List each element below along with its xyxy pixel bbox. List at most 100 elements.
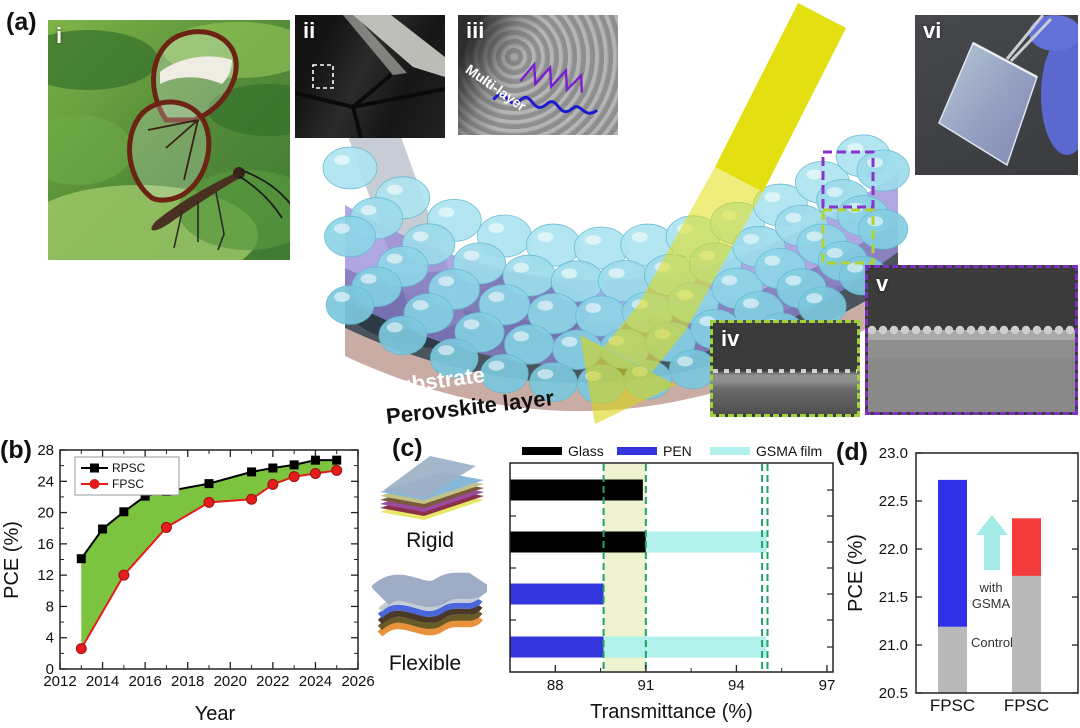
microlens-bubble [325, 285, 375, 325]
fpsc-point [246, 493, 258, 505]
bubble-highlight [826, 248, 843, 259]
improvement-arrow [976, 515, 1008, 570]
with-gsma-label: GSMA [972, 596, 1011, 611]
bubble-highlight [785, 212, 802, 223]
surface-bump [1021, 325, 1031, 335]
legend-label: RPSC [112, 461, 146, 475]
surface-bump [900, 325, 910, 335]
bubble-highlight [826, 187, 843, 198]
surface-bump [911, 325, 921, 335]
rpsc-point [247, 467, 257, 477]
inset-iii-label: iii [466, 18, 485, 43]
surface-bump [1065, 325, 1075, 335]
control-bar [1012, 575, 1041, 693]
transparent-film [938, 41, 1038, 167]
bubble-highlight [334, 292, 350, 302]
film-photo: vi [915, 15, 1078, 175]
wing-sem-photo: Multi-layer iii [458, 15, 618, 135]
x-axis-title: Year [195, 703, 236, 725]
x-tick-label: 94 [728, 677, 745, 694]
inset-ii-label: ii [303, 18, 316, 43]
axes-frame [915, 452, 1079, 694]
fpsc-point [267, 478, 279, 490]
flexible-label: Flexible [388, 652, 462, 675]
bubble-highlight [334, 155, 350, 165]
surface-bump [999, 325, 1009, 335]
y-tick-label: 24 [37, 473, 54, 490]
x-tick-label: 91 [637, 677, 654, 694]
y-tick-label: 20 [37, 505, 54, 522]
rpsc-point [119, 507, 129, 517]
control-bar [938, 626, 967, 693]
fpsc-point [309, 467, 321, 479]
rpsc-point [98, 524, 108, 534]
multilayer-wave-line [492, 92, 599, 115]
inset-vi-label: vi [923, 18, 942, 43]
y-axis-title: PCE (%) [845, 534, 867, 612]
legend-swatch [522, 447, 562, 455]
surface-bump [944, 325, 954, 335]
microlens-bubble [856, 149, 910, 192]
surface-bump [966, 325, 976, 335]
interface-speckles [713, 368, 857, 373]
surface-bump [955, 325, 965, 335]
fpsc-point [331, 464, 343, 476]
butterfly-art [48, 20, 290, 260]
wing-macro-photo: ii [295, 15, 445, 138]
rigid-stack-illustration [380, 456, 484, 520]
x-tick-label: 2016 [128, 673, 161, 690]
wing-veins [147, 119, 199, 181]
rigid-label: Rigid [406, 529, 454, 552]
x-tick-label: 2022 [256, 673, 289, 690]
x-tick-label: 2014 [86, 673, 119, 690]
wing-macro-art [295, 15, 445, 138]
y-tick-label: 22.0 [879, 541, 908, 558]
beam-upper [715, 3, 846, 192]
bubble-highlight [488, 291, 505, 302]
y-tick-label: 16 [37, 536, 54, 553]
y-tick-label: 21.5 [879, 589, 908, 606]
head [233, 167, 245, 179]
rpsc-point [204, 479, 214, 489]
x-tick-label: 2026 [341, 673, 374, 690]
x-tick-label: 97 [819, 677, 836, 694]
bubble-highlight [677, 356, 694, 367]
bubble-highlight [806, 169, 823, 180]
bubble-highlight [537, 369, 554, 380]
bubble-highlight [386, 322, 403, 333]
bubble-highlight [438, 276, 455, 287]
panel-d-label: (d) [836, 438, 868, 466]
microlens-bubble [322, 146, 378, 190]
bubble-highlight [360, 273, 377, 284]
y-tick-label: 8 [46, 598, 54, 615]
category-label: FPSC [1004, 696, 1049, 715]
fpsc-point [118, 569, 130, 581]
rigid-top-sheet [384, 456, 476, 498]
fpsc-point [75, 643, 87, 655]
bubble-highlight [585, 234, 602, 245]
bar-glass-gsma-film [510, 531, 646, 553]
inset-v-label: v [876, 271, 889, 296]
fpsc-point [288, 471, 300, 483]
flexible-layers [372, 571, 487, 637]
surface-bump [868, 325, 877, 335]
wing-vein-lines [295, 73, 445, 138]
bubble-highlight [537, 300, 554, 311]
bubble-highlight [631, 232, 648, 243]
fpsc-point [160, 521, 172, 533]
bar-pen-gsma-film [603, 636, 767, 658]
sem-v-background [868, 268, 1075, 330]
y-tick-label: 23.0 [879, 445, 908, 462]
x-tick-label: 2020 [214, 673, 247, 690]
bar-pen [510, 583, 604, 605]
legend-label: FPSC [112, 477, 144, 491]
bubble-highlight [806, 293, 823, 304]
sem-iii-art [492, 61, 599, 115]
with-gsma-label: with [978, 580, 1002, 595]
y-tick-label: 22.5 [879, 493, 908, 510]
beam-arrowhead [580, 335, 676, 424]
bubble-highlight [847, 142, 864, 153]
legend-swatch [617, 447, 657, 455]
legs [173, 191, 225, 251]
